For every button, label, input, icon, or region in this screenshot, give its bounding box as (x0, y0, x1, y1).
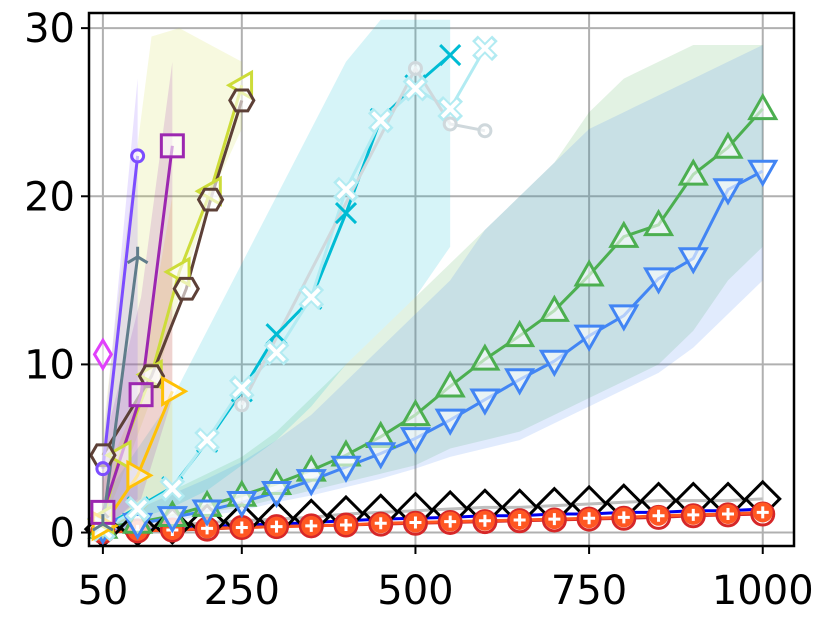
data-point (92, 337, 114, 372)
data-point (504, 368, 536, 396)
data-point (399, 398, 432, 427)
series-line (240, 65, 486, 406)
data-point (407, 60, 423, 76)
data-point (334, 202, 358, 225)
data-point-detail (513, 513, 526, 526)
data-point-detail (197, 430, 217, 450)
data-point (226, 491, 258, 519)
series-band (102, 19, 451, 530)
data-point-detail (270, 520, 283, 533)
data-point (573, 259, 605, 287)
data-point (747, 92, 779, 121)
data-point-detail (336, 180, 356, 199)
data-point (104, 439, 132, 471)
data-point (365, 442, 397, 470)
y-tick-label: 0 (50, 511, 75, 557)
data-point (196, 187, 225, 212)
data-point (608, 304, 640, 332)
series-markers (83, 35, 782, 549)
x-tick-label: 500 (377, 568, 453, 614)
data-point (159, 133, 185, 159)
data-point-detail (617, 511, 630, 524)
data-point-detail (128, 499, 148, 519)
data-point-detail (305, 519, 318, 532)
data-point (712, 178, 744, 206)
data-point (442, 116, 458, 132)
x-tick-label: 1000 (712, 568, 814, 614)
data-point (95, 461, 111, 477)
x-tick-label: 250 (204, 568, 280, 614)
data-point (469, 388, 501, 416)
data-point (573, 324, 605, 352)
data-point-detail (267, 343, 286, 363)
data-point-detail (756, 506, 769, 519)
data-point (434, 408, 466, 436)
data-point (477, 123, 493, 139)
data-point-detail (475, 38, 495, 58)
plot-frame (87, 11, 796, 548)
data-point (156, 506, 188, 534)
data-point (439, 43, 462, 67)
data-point-detail (162, 479, 182, 499)
x-tick-label: 50 (77, 568, 128, 614)
data-point-detail (339, 518, 352, 531)
y-tick-label: 30 (24, 6, 75, 52)
data-point (538, 349, 570, 378)
data-point (130, 148, 146, 164)
series-band (102, 196, 173, 530)
data-point-detail (301, 287, 321, 307)
data-point-detail (722, 508, 735, 521)
data-point (504, 319, 536, 348)
data-point (234, 397, 250, 413)
data-point-detail (440, 99, 460, 119)
series-band (102, 44, 763, 531)
series-band (102, 61, 173, 530)
data-point-detail (687, 508, 700, 521)
data-point-detail (235, 521, 248, 534)
data-point (126, 459, 154, 491)
data-point (128, 382, 154, 408)
data-point (608, 220, 640, 248)
axis-ticks: 50 250 500 750 1000 0 10 20 30 (24, 6, 814, 614)
data-point (642, 267, 675, 295)
data-point (137, 364, 166, 389)
data-point (191, 499, 223, 527)
data-point (92, 514, 114, 532)
data-point (295, 469, 327, 497)
data-point (538, 294, 570, 322)
data-point (747, 159, 779, 188)
data-point (642, 208, 675, 237)
data-point (399, 427, 432, 455)
data-point (469, 343, 501, 371)
data-point (712, 131, 744, 159)
data-point (260, 480, 293, 509)
data-point-detail (374, 517, 387, 530)
data-point (434, 370, 466, 398)
data-point-detail (409, 516, 422, 529)
data-point-detail (232, 378, 252, 398)
data-point (330, 455, 362, 483)
data-point-detail (371, 111, 391, 131)
y-tick-label: 10 (24, 342, 75, 388)
data-point-detail (478, 514, 491, 527)
series-line (101, 256, 140, 525)
data-point (677, 247, 709, 275)
series-band (102, 44, 763, 531)
data-point (677, 158, 709, 186)
data-point (228, 88, 256, 113)
data-point-detail (652, 509, 665, 522)
data-point-detail (406, 79, 425, 99)
data-point-detail (444, 515, 457, 528)
data-point (161, 375, 189, 407)
x-tick-label: 750 (551, 568, 627, 614)
data-point-detail (583, 512, 596, 525)
series-line (101, 155, 140, 469)
data-point (126, 246, 149, 265)
data-point (172, 276, 200, 301)
data-point-detail (548, 513, 561, 526)
y-tick-label: 20 (24, 174, 75, 220)
